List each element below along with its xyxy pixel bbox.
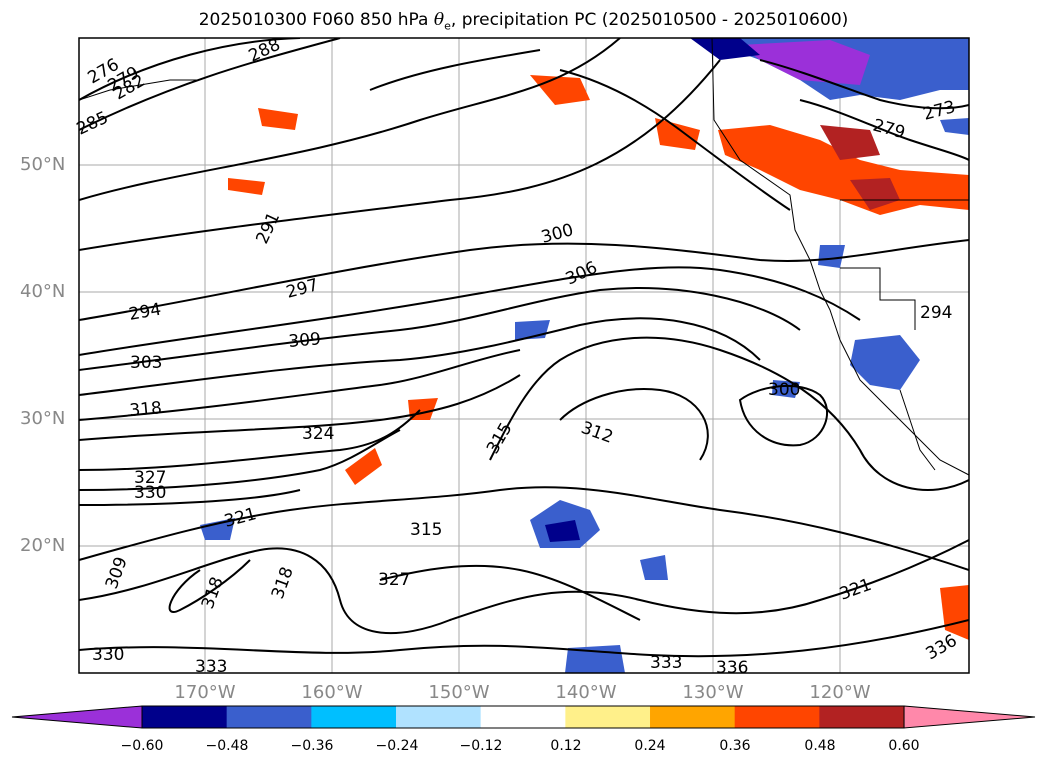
contour-label: 300 bbox=[768, 380, 800, 400]
lat-label-30: 30°N bbox=[20, 408, 66, 429]
colorbar-border bbox=[141, 705, 905, 729]
colorbar-tick: 0.12 bbox=[550, 738, 582, 754]
colorbar-tick: 0.36 bbox=[719, 738, 751, 754]
map-content bbox=[79, 38, 969, 673]
lon-label-160w: 160°W bbox=[301, 682, 363, 703]
colorbar-segment bbox=[819, 706, 905, 728]
colorbar-tick: −0.12 bbox=[459, 738, 503, 754]
contour-label: 324 bbox=[302, 424, 334, 444]
contour-label: 309 bbox=[288, 329, 322, 352]
contour-label: 333 bbox=[650, 653, 682, 673]
colorbar-segment bbox=[311, 706, 397, 728]
colorbar-tick: 0.60 bbox=[888, 738, 920, 754]
lon-label-170w: 170°W bbox=[174, 682, 236, 703]
precipitation-field bbox=[200, 38, 969, 673]
lon-label-140w: 140°W bbox=[555, 682, 617, 703]
colorbar-segment bbox=[565, 706, 651, 728]
colorbar-segment bbox=[142, 706, 228, 728]
colorbar-segment bbox=[480, 706, 566, 728]
contour-label: 333 bbox=[195, 657, 227, 677]
colorbar-tick: −0.24 bbox=[375, 738, 419, 754]
colorbar-tick: 0.24 bbox=[634, 738, 666, 754]
colorbar-segment bbox=[734, 706, 820, 728]
lon-label-130w: 130°W bbox=[682, 682, 744, 703]
lon-label-120w: 120°W bbox=[809, 682, 871, 703]
contour-label: 327 bbox=[378, 570, 410, 590]
theta-e-contours bbox=[79, 38, 969, 658]
colorbar-tick: −0.60 bbox=[120, 738, 164, 754]
lat-label-20: 20°N bbox=[20, 535, 66, 556]
colorbar-tick: 0.48 bbox=[804, 738, 836, 754]
contour-label: 336 bbox=[716, 658, 748, 678]
colorbar-extend-high bbox=[903, 705, 1036, 729]
colorbar-tick: −0.36 bbox=[290, 738, 334, 754]
colorbar bbox=[11, 705, 1036, 729]
colorbar-extend-low bbox=[11, 705, 143, 729]
colorbar-segment bbox=[396, 706, 482, 728]
colorbar-tick: −0.48 bbox=[205, 738, 249, 754]
contour-label: 330 bbox=[134, 483, 166, 503]
lat-label-40: 40°N bbox=[20, 281, 66, 302]
colorbar-segment bbox=[650, 706, 736, 728]
coastlines bbox=[79, 38, 969, 476]
contour-label: 303 bbox=[130, 353, 162, 373]
contour-label: 327 bbox=[134, 468, 166, 488]
colorbar-segment bbox=[226, 706, 312, 728]
contour-label: 294 bbox=[920, 303, 952, 323]
lat-label-50: 50°N bbox=[20, 154, 66, 175]
contour-label: 330 bbox=[92, 645, 124, 665]
map-title: 2025010300 F060 850 hPa θe, precipitatio… bbox=[198, 10, 849, 33]
map-frame bbox=[78, 37, 970, 674]
contour-label: 315 bbox=[410, 520, 442, 540]
contour-label: 318 bbox=[129, 398, 163, 421]
lon-label-150w: 150°W bbox=[428, 682, 490, 703]
